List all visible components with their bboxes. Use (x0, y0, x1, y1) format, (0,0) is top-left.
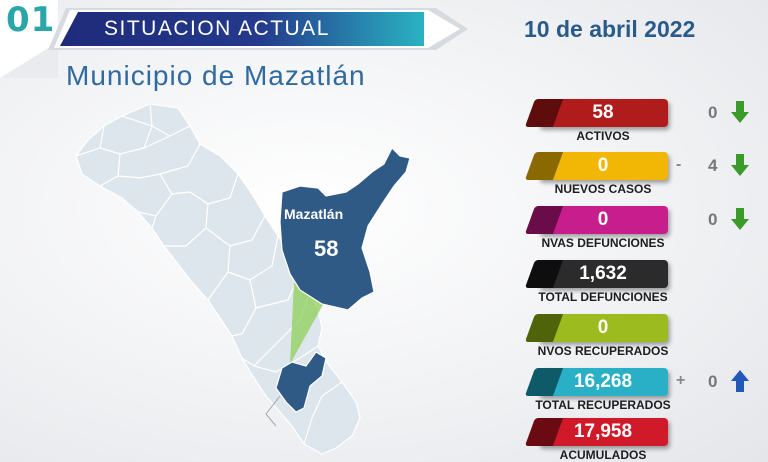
page-subtitle: Municipio de Mazatlán (66, 60, 366, 91)
stat-label: ACTIVOS (576, 129, 630, 143)
stat-value-pill: 16,268 (524, 368, 668, 396)
delta-value: 0 (708, 210, 718, 229)
stat-value-pill: 58 (524, 99, 668, 127)
stat-label: TOTAL RECUPERADOS (535, 398, 671, 412)
pill-accent (524, 260, 564, 288)
stat-value: 17,958 (573, 421, 633, 442)
down-arrow-icon (731, 101, 749, 123)
stat-value-pill: 0 (524, 314, 668, 342)
pill-accent (524, 368, 564, 396)
pill-accent (524, 206, 564, 234)
delta-sign: - (676, 156, 682, 173)
stat-value: 1,632 (579, 263, 627, 284)
stat-value: 0 (597, 317, 609, 338)
pill-accent (524, 418, 564, 446)
stat-label: NVOS RECUPERADOS (537, 344, 669, 358)
stat-value: 58 (592, 102, 614, 123)
map-highlight-value: 58 (314, 236, 339, 261)
stat-label: NVAS DEFUNCIONES (541, 236, 665, 250)
pill-accent (524, 152, 564, 180)
delta-sign: + (676, 372, 686, 389)
delta-value: 0 (708, 372, 718, 391)
up-arrow-icon (731, 370, 749, 392)
report-date: 10 de abril 2022 (524, 16, 696, 42)
stat-card: 17,958 ACUMULADOS (524, 418, 678, 462)
stat-label: NUEVOS CASOS (554, 182, 652, 196)
stat-value-pill: 1,632 (524, 260, 668, 288)
title-banner: SITUACION ACTUAL (48, 6, 468, 52)
down-arrow-icon (731, 154, 749, 176)
stat-label: ACUMULADOS (559, 448, 647, 462)
stat-value-pill: 17,958 (524, 418, 668, 446)
stat-card: 1,632 TOTAL DEFUNCIONES (524, 260, 678, 314)
stat-card: 0 NVOS RECUPERADOS (524, 314, 678, 368)
stat-card: 0 NVAS DEFUNCIONES (524, 206, 678, 260)
map-highlight-label: Mazatlán (284, 206, 344, 222)
stat-value: 16,268 (573, 371, 633, 392)
slide-number-badge: 01 (0, 0, 58, 78)
stat-value: 0 (597, 155, 609, 176)
banner-title: SITUACION ACTUAL (104, 17, 330, 40)
stat-value-pill: 0 (524, 206, 668, 234)
slide-number: 01 (6, 0, 56, 40)
pill-accent (524, 99, 564, 127)
sinaloa-map (75, 103, 411, 455)
delta-value: 4 (708, 156, 718, 175)
stat-label: TOTAL DEFUNCIONES (538, 290, 668, 304)
stat-card: 58 ACTIVOS (524, 99, 678, 153)
stat-card: 0 NUEVOS CASOS (524, 152, 678, 206)
stat-value: 0 (597, 209, 609, 230)
stat-card: 16,268 TOTAL RECUPERADOS (524, 368, 678, 422)
delta-value: 0 (708, 103, 718, 122)
pill-accent (524, 314, 564, 342)
stat-value-pill: 0 (524, 152, 668, 180)
down-arrow-icon (731, 208, 749, 230)
